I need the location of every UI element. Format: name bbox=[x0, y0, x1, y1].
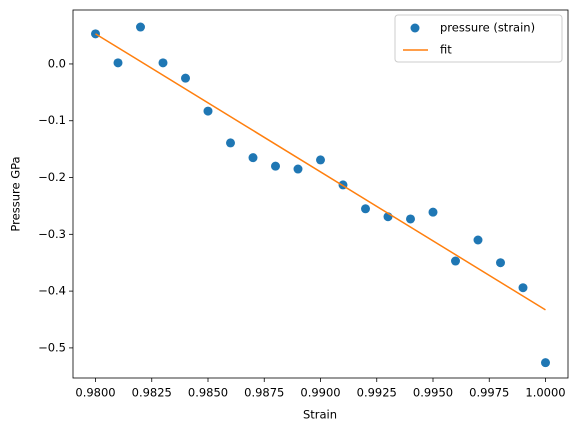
point bbox=[518, 283, 528, 293]
x-tick-label: 0.9925 bbox=[357, 386, 397, 400]
fit-line bbox=[95, 33, 546, 311]
point bbox=[136, 22, 145, 32]
y-tick-label: −0.2 bbox=[38, 170, 66, 184]
point bbox=[293, 164, 303, 174]
point bbox=[226, 138, 235, 148]
legend-marker bbox=[410, 23, 420, 33]
point bbox=[406, 214, 415, 224]
point bbox=[316, 155, 325, 165]
y-tick-label: −0.3 bbox=[38, 227, 66, 241]
point bbox=[113, 58, 123, 68]
point bbox=[496, 258, 505, 268]
legend-box bbox=[394, 14, 563, 63]
y-tick-label: −0.4 bbox=[38, 284, 66, 298]
point bbox=[361, 204, 370, 214]
point bbox=[203, 106, 213, 116]
x-tick-label: 0.9825 bbox=[132, 386, 172, 400]
x-tick-label: 0.9900 bbox=[300, 386, 340, 400]
point bbox=[158, 58, 168, 68]
x-tick-label: 0.9850 bbox=[188, 386, 228, 400]
legend-label: pressure (strain) bbox=[440, 21, 535, 35]
legend-label: fit bbox=[440, 43, 452, 57]
plot-frame bbox=[72, 9, 569, 379]
point bbox=[428, 207, 438, 217]
y-axis-label: Pressure GPa bbox=[9, 156, 23, 231]
point bbox=[541, 358, 550, 368]
y-tick-label: −0.5 bbox=[38, 340, 66, 354]
point bbox=[248, 153, 258, 163]
point bbox=[181, 73, 190, 83]
x-tick-label: 0.9950 bbox=[413, 386, 453, 400]
x-tick-label: 0.9875 bbox=[244, 386, 284, 400]
y-tick-label: 0.0 bbox=[48, 56, 66, 70]
point bbox=[451, 256, 460, 266]
y-tick-label: −0.1 bbox=[38, 113, 66, 127]
point bbox=[271, 161, 280, 171]
x-tick-label: 1.0000 bbox=[525, 386, 565, 400]
x-tick-label: 0.9975 bbox=[469, 386, 509, 400]
x-tick-label: 0.9800 bbox=[75, 386, 115, 400]
x-axis-label: Strain bbox=[303, 408, 337, 422]
point bbox=[473, 235, 483, 245]
